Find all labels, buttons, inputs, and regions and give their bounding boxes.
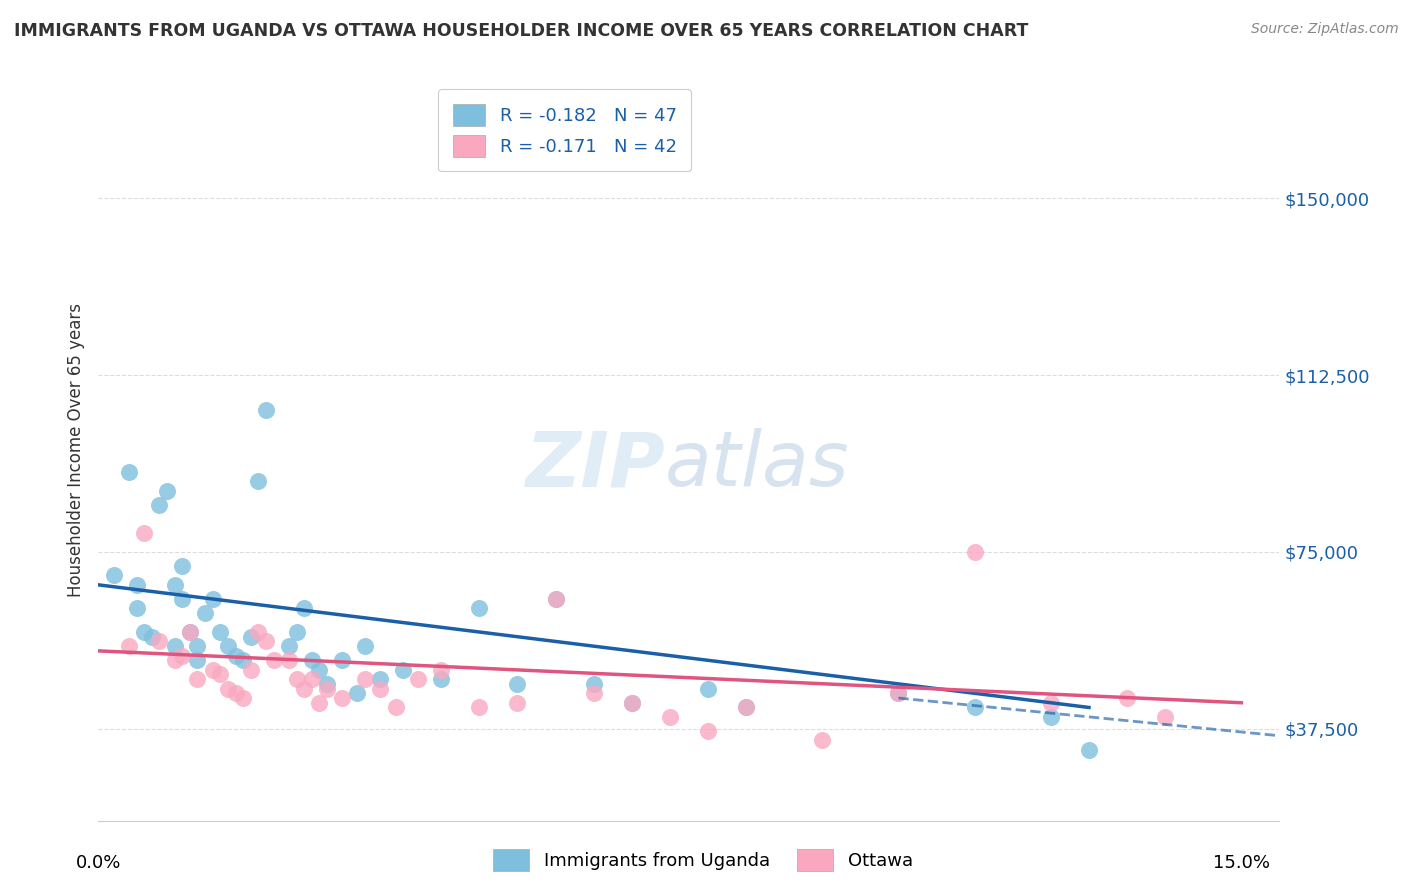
Point xyxy=(658,710,681,724)
Point xyxy=(232,653,254,667)
Point xyxy=(506,696,529,710)
Point xyxy=(308,696,330,710)
Point xyxy=(963,700,986,714)
Point xyxy=(247,625,270,640)
Point xyxy=(620,696,643,710)
Point xyxy=(697,681,720,696)
Point xyxy=(316,677,339,691)
Point xyxy=(582,686,605,700)
Text: 15.0%: 15.0% xyxy=(1213,854,1270,871)
Point xyxy=(141,630,163,644)
Point xyxy=(1039,710,1062,724)
Point xyxy=(468,700,491,714)
Point xyxy=(887,686,910,700)
Point xyxy=(172,559,194,574)
Point xyxy=(179,625,201,640)
Point xyxy=(316,681,339,696)
Point xyxy=(118,639,141,653)
Point xyxy=(163,653,186,667)
Point xyxy=(285,625,308,640)
Point xyxy=(186,639,208,653)
Point xyxy=(308,663,330,677)
Point xyxy=(1078,743,1101,757)
Point xyxy=(370,681,392,696)
Point xyxy=(468,601,491,615)
Point xyxy=(172,648,194,663)
Point xyxy=(330,653,353,667)
Point xyxy=(239,630,262,644)
Point xyxy=(330,691,353,706)
Point xyxy=(201,663,224,677)
Point xyxy=(1154,710,1177,724)
Point xyxy=(217,681,239,696)
Point xyxy=(254,634,277,648)
Point xyxy=(103,568,125,582)
Point xyxy=(179,625,201,640)
Point xyxy=(148,634,170,648)
Point xyxy=(292,681,315,696)
Point xyxy=(354,672,377,686)
Point xyxy=(163,578,186,592)
Legend: R = -0.182   N = 47, R = -0.171   N = 42: R = -0.182 N = 47, R = -0.171 N = 42 xyxy=(439,89,690,171)
Point xyxy=(263,653,285,667)
Point xyxy=(735,700,758,714)
Point xyxy=(134,625,156,640)
Point xyxy=(125,601,148,615)
Point xyxy=(354,639,377,653)
Point xyxy=(963,545,986,559)
Text: atlas: atlas xyxy=(665,428,849,502)
Text: ZIP: ZIP xyxy=(526,428,665,502)
Text: Source: ZipAtlas.com: Source: ZipAtlas.com xyxy=(1251,22,1399,37)
Point xyxy=(163,639,186,653)
Point xyxy=(506,677,529,691)
Point xyxy=(201,592,224,607)
Point xyxy=(225,686,247,700)
Point xyxy=(392,663,415,677)
Point xyxy=(217,639,239,653)
Point xyxy=(156,483,179,498)
Point xyxy=(209,667,232,681)
Point xyxy=(1039,696,1062,710)
Text: 0.0%: 0.0% xyxy=(76,854,121,871)
Y-axis label: Householder Income Over 65 years: Householder Income Over 65 years xyxy=(66,303,84,598)
Point xyxy=(239,663,262,677)
Point xyxy=(209,625,232,640)
Point xyxy=(118,465,141,479)
Point xyxy=(697,724,720,739)
Point xyxy=(225,648,247,663)
Point xyxy=(186,672,208,686)
Point xyxy=(292,601,315,615)
Point xyxy=(430,663,453,677)
Point xyxy=(582,677,605,691)
Point xyxy=(247,474,270,488)
Point xyxy=(346,686,368,700)
Point xyxy=(408,672,430,686)
Point xyxy=(544,592,567,607)
Point xyxy=(125,578,148,592)
Point xyxy=(620,696,643,710)
Point xyxy=(301,653,323,667)
Point xyxy=(430,672,453,686)
Point xyxy=(148,498,170,512)
Point xyxy=(285,672,308,686)
Point xyxy=(735,700,758,714)
Point xyxy=(254,403,277,417)
Point xyxy=(301,672,323,686)
Legend: Immigrants from Uganda, Ottawa: Immigrants from Uganda, Ottawa xyxy=(486,842,920,879)
Point xyxy=(194,606,217,620)
Point xyxy=(1116,691,1139,706)
Point xyxy=(172,592,194,607)
Point xyxy=(811,733,834,747)
Point xyxy=(232,691,254,706)
Point xyxy=(887,686,910,700)
Point xyxy=(134,526,156,541)
Point xyxy=(277,639,299,653)
Point xyxy=(277,653,299,667)
Point xyxy=(370,672,392,686)
Point xyxy=(544,592,567,607)
Point xyxy=(384,700,406,714)
Point xyxy=(186,653,208,667)
Text: IMMIGRANTS FROM UGANDA VS OTTAWA HOUSEHOLDER INCOME OVER 65 YEARS CORRELATION CH: IMMIGRANTS FROM UGANDA VS OTTAWA HOUSEHO… xyxy=(14,22,1028,40)
